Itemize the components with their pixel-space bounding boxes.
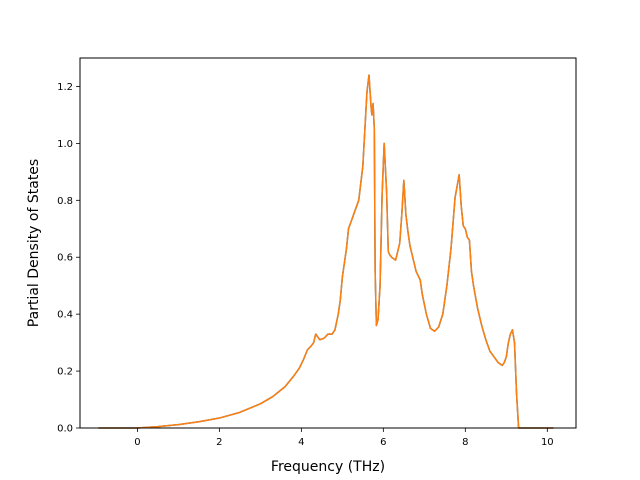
x-tick-label: 10 <box>541 437 554 448</box>
x-axis-ticks: 0 2 4 6 8 10 <box>134 428 554 448</box>
series-line-1 <box>98 74 554 429</box>
y-axis-title: Partial Density of States <box>26 159 42 327</box>
y-tick-label: 1.2 <box>57 82 73 93</box>
y-tick-label: 1.0 <box>57 139 73 150</box>
y-tick-label: 0.0 <box>57 424 73 435</box>
y-tick-label: 0.6 <box>57 253 73 264</box>
y-tick-label: 0.2 <box>57 367 73 378</box>
x-tick-label: 0 <box>134 437 140 448</box>
y-tick-label: 0.8 <box>57 196 73 207</box>
y-tick-label: 0.4 <box>57 310 73 321</box>
x-tick-label: 2 <box>216 437 222 448</box>
x-axis-title: Frequency (THz) <box>271 459 385 475</box>
x-tick-label: 4 <box>298 437 304 448</box>
axes-frame <box>79 57 577 429</box>
y-axis-ticks: 0.0 0.2 0.4 0.6 0.8 1.0 1.2 <box>57 82 80 435</box>
series-layer <box>98 74 554 429</box>
x-tick-label: 6 <box>380 437 386 448</box>
x-tick-label: 8 <box>462 437 468 448</box>
